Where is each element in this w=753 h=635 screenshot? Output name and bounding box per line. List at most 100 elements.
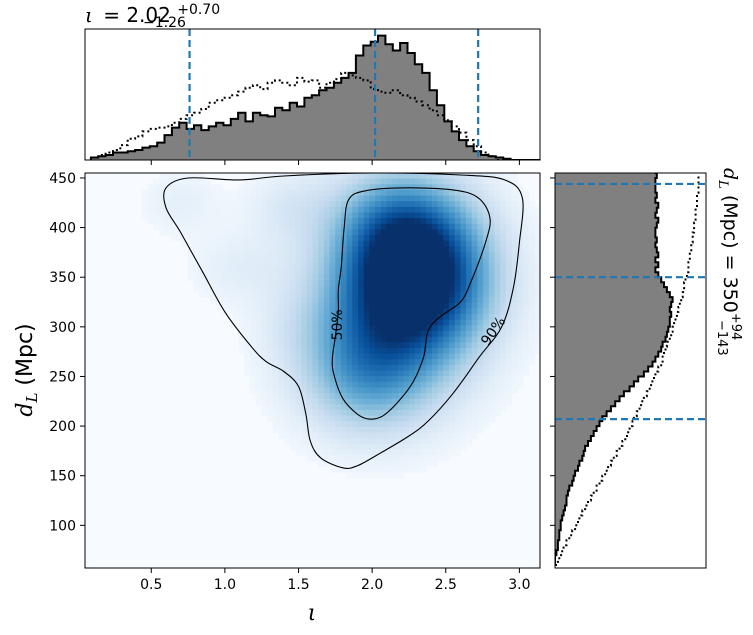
- heatmap-cell: [363, 460, 370, 468]
- heatmap-cell: [460, 404, 467, 411]
- heatmap-cell: [340, 252, 348, 259]
- heatmap-cell: [380, 206, 388, 214]
- heatmap-cell: [437, 308, 444, 315]
- heatmap-cell: [431, 387, 439, 394]
- heatmap-cell: [375, 432, 382, 439]
- heatmap-cell: [284, 353, 291, 360]
- heatmap-cell: [522, 263, 530, 270]
- heatmap-cell: [460, 212, 467, 219]
- heatmap-cell: [426, 426, 433, 434]
- heatmap-cell: [522, 280, 530, 287]
- heatmap-cell: [295, 438, 302, 445]
- heatmap-cell: [392, 410, 399, 417]
- heatmap-cell: [238, 257, 245, 264]
- heatmap-cell: [471, 189, 479, 197]
- heatmap-cell: [358, 370, 365, 377]
- heatmap-cell: [500, 353, 507, 360]
- heatmap-cell: [494, 393, 501, 400]
- heatmap-cell: [420, 325, 427, 332]
- heatmap-cell: [397, 201, 405, 208]
- heatmap-cell: [340, 178, 348, 185]
- heatmap-cell: [363, 353, 370, 360]
- heatmap-cell: [261, 184, 268, 191]
- heatmap-cell: [449, 387, 456, 394]
- heatmap-cell: [255, 376, 262, 383]
- heatmap-cell: [340, 285, 348, 293]
- heatmap-cell: [352, 376, 359, 383]
- heatmap-cell: [454, 432, 461, 439]
- heatmap-cell: [528, 274, 535, 281]
- heatmap-cell: [386, 421, 393, 428]
- heatmap-cell: [278, 314, 285, 321]
- heatmap-cell: [454, 280, 461, 287]
- heatmap-cell: [494, 280, 501, 287]
- heatmap-cell: [158, 229, 166, 236]
- heatmap-cell: [227, 206, 234, 214]
- heatmap-cell: [517, 314, 524, 321]
- heatmap-cell: [409, 331, 416, 338]
- heatmap-cell: [488, 398, 496, 405]
- heatmap-cell: [289, 268, 297, 276]
- heatmap-cell: [437, 398, 444, 405]
- heatmap-cell: [289, 364, 297, 372]
- contour-label-50: 50%: [330, 309, 346, 340]
- heatmap-cell: [386, 291, 393, 298]
- heatmap-cell: [210, 268, 217, 276]
- heatmap-cell: [198, 173, 206, 180]
- heatmap-cell: [238, 201, 245, 208]
- heatmap-cell: [284, 189, 291, 197]
- heatmap-cell: [164, 173, 171, 180]
- heatmap-cell: [488, 319, 496, 326]
- heatmap-cell: [238, 308, 245, 315]
- heatmap-cell: [517, 246, 524, 253]
- heatmap-cell: [471, 421, 479, 428]
- heatmap-cell: [261, 308, 268, 315]
- heatmap-cell: [358, 252, 365, 259]
- heatmap-cell: [363, 336, 370, 343]
- heatmap-cell: [323, 268, 331, 276]
- heatmap-cell: [528, 212, 535, 219]
- heatmap-cell: [198, 246, 206, 253]
- heatmap-cell: [358, 257, 365, 264]
- heatmap-cell: [346, 246, 353, 253]
- heatmap-cell: [352, 319, 359, 326]
- heatmap-cell: [306, 178, 314, 185]
- heatmap-cell: [420, 314, 427, 321]
- heatmap-cell: [437, 195, 444, 202]
- heatmap-cell: [437, 274, 444, 281]
- heatmap-cell: [363, 404, 370, 411]
- heatmap-cell: [488, 291, 496, 298]
- heatmap-cell: [193, 246, 200, 253]
- heatmap-cell: [215, 229, 223, 236]
- heatmap-cell: [437, 449, 444, 456]
- heatmap-cell: [255, 291, 262, 298]
- heatmap-cell: [340, 206, 348, 214]
- heatmap-cell: [284, 201, 291, 208]
- heatmap-cell: [483, 274, 490, 281]
- heatmap-cell: [284, 376, 291, 383]
- heatmap-cell: [426, 291, 433, 298]
- heatmap-cell: [437, 359, 444, 366]
- right-title-value: (Mpc) = 350: [719, 189, 741, 313]
- heatmap-cell: [318, 291, 325, 298]
- heatmap-cell: [471, 235, 479, 242]
- heatmap-cell: [358, 387, 365, 394]
- heatmap-cell: [375, 246, 382, 253]
- heatmap-cell: [346, 252, 353, 259]
- heatmap-cell: [363, 426, 370, 434]
- heatmap-cell: [312, 443, 319, 451]
- heatmap-cell: [449, 184, 456, 191]
- heatmap-cell: [488, 342, 496, 349]
- heatmap-cell: [511, 364, 518, 372]
- heatmap-cell: [466, 376, 473, 383]
- heatmap-cell: [437, 280, 444, 287]
- heatmap-cell: [272, 342, 279, 349]
- heatmap-cell: [346, 173, 353, 180]
- heatmap-cell: [272, 359, 279, 366]
- heatmap-cell: [329, 257, 336, 264]
- heatmap-cell: [358, 353, 365, 360]
- heatmap-cell: [329, 218, 336, 225]
- heatmap-cell: [301, 449, 308, 456]
- heatmap-cell: [477, 319, 484, 326]
- heatmap-cell: [522, 302, 530, 310]
